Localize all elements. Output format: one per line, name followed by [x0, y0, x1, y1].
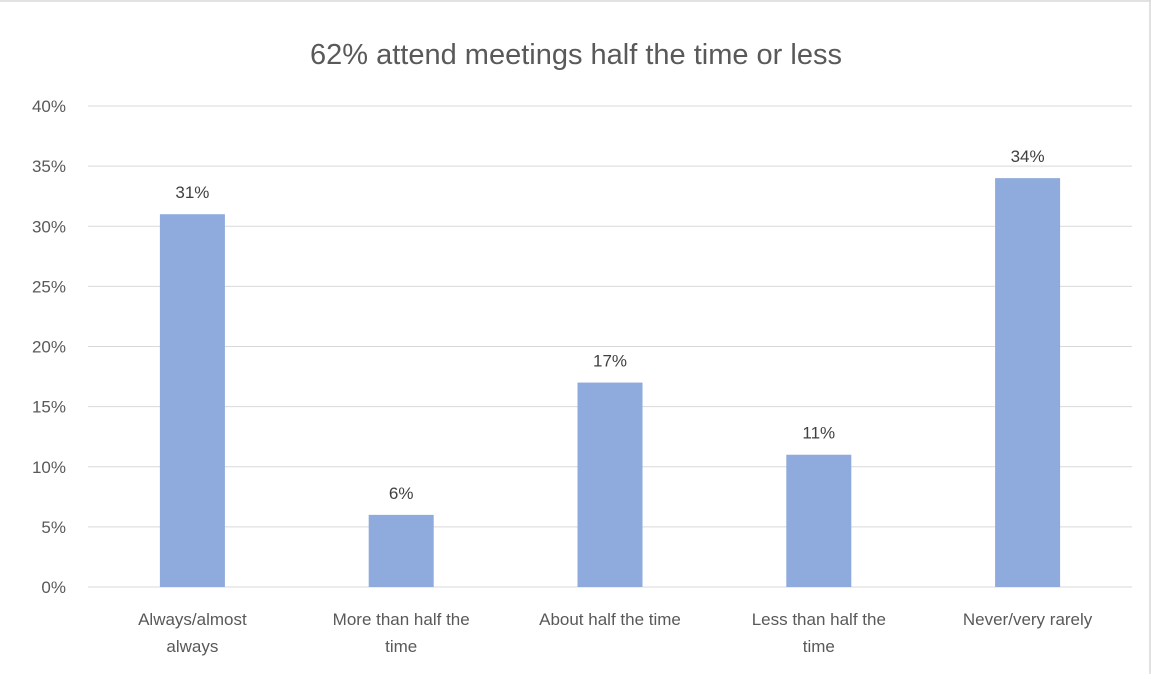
category-label: Always/almost	[138, 610, 247, 629]
data-label: 34%	[1011, 147, 1045, 166]
data-label: 17%	[593, 352, 627, 371]
y-tick-label: 40%	[32, 97, 66, 116]
y-tick-label: 20%	[32, 338, 66, 357]
chart-title: 62% attend meetings half the time or les…	[310, 39, 842, 71]
y-tick-label: 5%	[41, 518, 66, 537]
y-axis-ticks: 0% 5% 10% 15% 20% 25% 30% 35% 40%	[32, 97, 66, 597]
category-label: About half the time	[539, 610, 681, 629]
category-label: always	[166, 637, 218, 656]
category-label: time	[385, 637, 417, 656]
data-label: 6%	[389, 484, 414, 503]
y-tick-label: 15%	[32, 398, 66, 417]
y-tick-label: 30%	[32, 217, 66, 236]
y-tick-label: 25%	[32, 277, 66, 296]
category-label: More than half the	[333, 610, 470, 629]
bar	[995, 178, 1061, 587]
data-label: 11%	[802, 424, 835, 443]
bar	[786, 454, 852, 587]
y-tick-label: 10%	[32, 458, 66, 477]
category-label: Less than half the	[752, 610, 886, 629]
category-label: Never/very rarely	[963, 610, 1093, 629]
y-tick-label: 0%	[41, 578, 66, 597]
bar	[159, 214, 225, 587]
bar	[577, 382, 643, 587]
x-axis-categories: Always/almost always More than half the tim…	[138, 610, 1093, 656]
category-label: time	[803, 637, 835, 656]
y-tick-label: 35%	[32, 157, 66, 176]
bar	[368, 514, 434, 587]
data-label: 31%	[175, 183, 209, 202]
data-labels: 31% 6% 17% 11% 34%	[175, 147, 1044, 503]
bars	[159, 178, 1061, 587]
